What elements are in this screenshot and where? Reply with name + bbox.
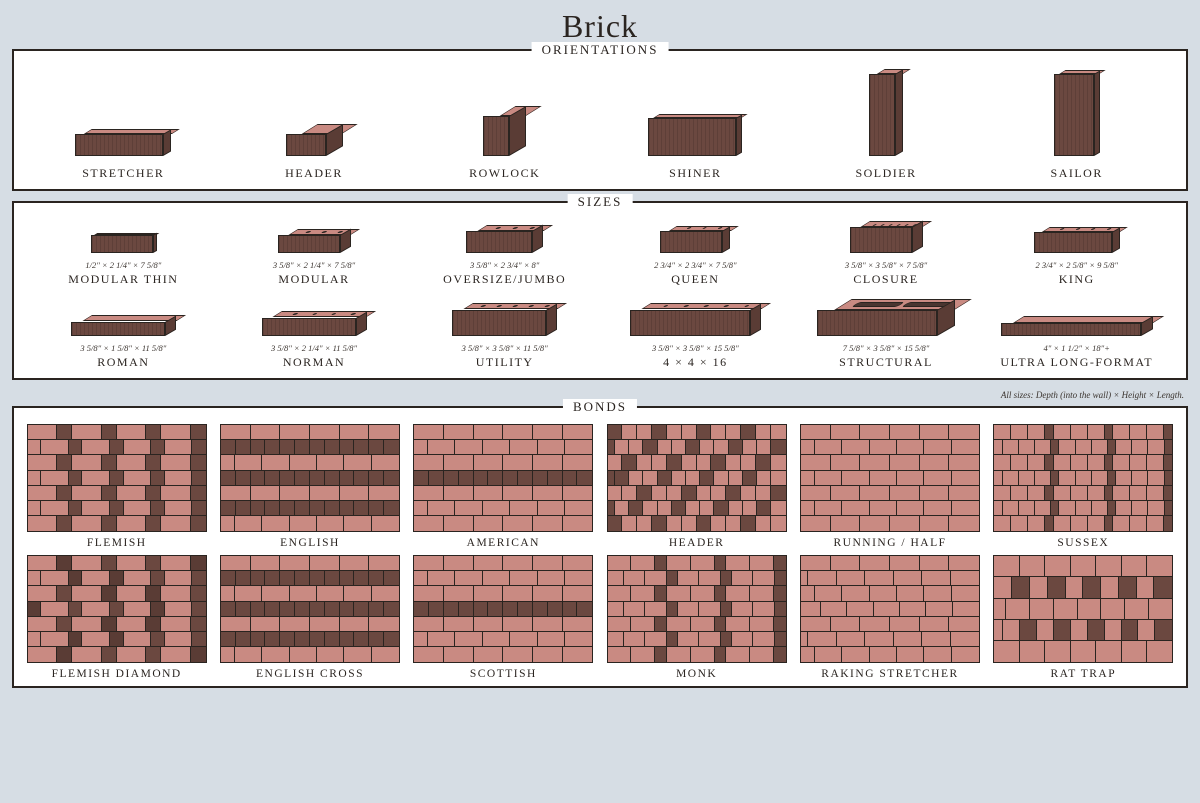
size-item: 3 5/8" × 2 3/4" × 8" OVERSIZE/JUMBO [409,225,600,287]
sizes-heading: SIZES [568,194,633,210]
size-dimensions: 3 5/8" × 2 1/4" × 11 5/8" [271,343,357,353]
bond-item: ENGLISH [217,424,402,549]
bond-label: RUNNING / HALF [797,537,982,549]
size-item: 4" × 1 1/2" × 18"+ ULTRA LONG-FORMAT [981,316,1172,370]
orientation-item: HEADER [219,124,410,181]
bond-item: AMERICAN [411,424,596,549]
bond-label: SUSSEX [991,537,1176,549]
size-item: 3 5/8" × 2 1/4" × 11 5/8" NORMAN [219,311,410,369]
orientation-item: SHINER [600,114,791,181]
size-dimensions: 3 5/8" × 3 5/8" × 11 5/8" [462,343,548,353]
bond-label: SCOTTISH [411,668,596,680]
size-label: MODULAR [278,272,349,287]
bond-label: HEADER [604,537,789,549]
size-dimensions: 4" × 1 1/2" × 18"+ [1043,343,1109,353]
bond-label: RAT TRAP [991,668,1176,680]
size-item: 3 5/8" × 3 5/8" × 11 5/8" UTILITY [409,303,600,369]
size-item: 2 3/4" × 2 5/8" × 9 5/8" KING [981,227,1172,287]
size-label: OVERSIZE/JUMBO [443,272,566,287]
size-dimensions: 3 5/8" × 3 5/8" × 15 5/8" [652,343,739,353]
orientation-item: STRETCHER [28,129,219,181]
bond-label: MONK [604,668,789,680]
size-dimensions: 2 3/4" × 2 3/4" × 7 5/8" [654,260,736,270]
size-label: ULTRA LONG-FORMAT [1000,355,1153,370]
sizes-panel: SIZES 1/2" × 2 1/4" × 7 5/8"MODULAR THIN… [12,201,1188,380]
bond-label: ENGLISH CROSS [217,668,402,680]
bond-item: SCOTTISH [411,555,596,680]
bond-item: HEADER [604,424,789,549]
size-dimensions: 2 3/4" × 2 5/8" × 9 5/8" [1036,260,1118,270]
size-item: 7 5/8" × 3 5/8" × 15 5/8" STRUCTURAL [791,299,982,370]
size-dimensions: 3 5/8" × 2 1/4" × 7 5/8" [273,260,355,270]
bond-item: ENGLISH CROSS [217,555,402,680]
orientations-panel: ORIENTATIONS STRETCHERHEADERROWLOCKSHINE… [12,49,1188,191]
bond-label: ENGLISH [217,537,402,549]
bond-item: SUSSEX [991,424,1176,549]
page-title: Brick [12,8,1188,45]
orientation-label: SHINER [669,166,721,181]
bond-item: RAT TRAP [991,555,1176,680]
bonds-heading: BONDS [563,399,637,415]
size-label: CLOSURE [853,272,918,287]
orientation-label: SAILOR [1051,166,1103,181]
orientation-item: SAILOR [981,70,1172,181]
size-item: 3 5/8" × 3 5/8" × 15 5/8" 4 × 4 × 16 [600,303,791,369]
bond-item: RAKING STRETCHER [797,555,982,680]
bond-item: FLEMISH [24,424,209,549]
bond-item: FLEMISH DIAMOND [24,555,209,680]
size-item: 1/2" × 2 1/4" × 7 5/8" MODULAR THIN [28,233,219,287]
size-item: 3 5/8" × 1 5/8" × 11 5/8" ROMAN [28,315,219,369]
size-label: 4 × 4 × 16 [663,355,728,370]
size-dimensions: 3 5/8" × 2 3/4" × 8" [470,260,539,270]
size-dimensions: 3 5/8" × 1 5/8" × 11 5/8" [80,343,166,353]
size-label: KING [1059,272,1095,287]
size-dimensions: 1/2" × 2 1/4" × 7 5/8" [85,260,161,270]
orientation-label: STRETCHER [82,166,164,181]
bond-label: AMERICAN [411,537,596,549]
bond-item: MONK [604,555,789,680]
size-item: 3 5/8" × 3 5/8" × 7 5/8" CLOSURE [791,221,982,287]
orientations-heading: ORIENTATIONS [532,42,669,58]
size-label: NORMAN [283,355,345,370]
bond-label: FLEMISH [24,537,209,549]
size-label: STRUCTURAL [839,355,933,370]
size-dimensions: 3 5/8" × 3 5/8" × 7 5/8" [845,260,927,270]
size-dimensions: 7 5/8" × 3 5/8" × 15 5/8" [843,343,930,353]
orientation-label: ROWLOCK [469,166,540,181]
orientation-label: HEADER [285,166,343,181]
size-item: 3 5/8" × 2 1/4" × 7 5/8" MODULAR [219,229,410,287]
size-label: UTILITY [476,355,534,370]
bond-label: RAKING STRETCHER [797,668,982,680]
bonds-panel: BONDS FLEMISHENGLISHAMERICANHEADERRUNNIN… [12,406,1188,688]
orientation-label: SOLDIER [855,166,916,181]
size-label: ROMAN [97,355,149,370]
orientation-item: SOLDIER [791,69,982,181]
size-label: QUEEN [671,272,719,287]
size-label: MODULAR THIN [68,272,178,287]
bond-item: RUNNING / HALF [797,424,982,549]
orientation-item: ROWLOCK [409,106,600,181]
size-item: 2 3/4" × 2 3/4" × 7 5/8" QUEEN [600,226,791,287]
bond-label: FLEMISH DIAMOND [24,668,209,680]
